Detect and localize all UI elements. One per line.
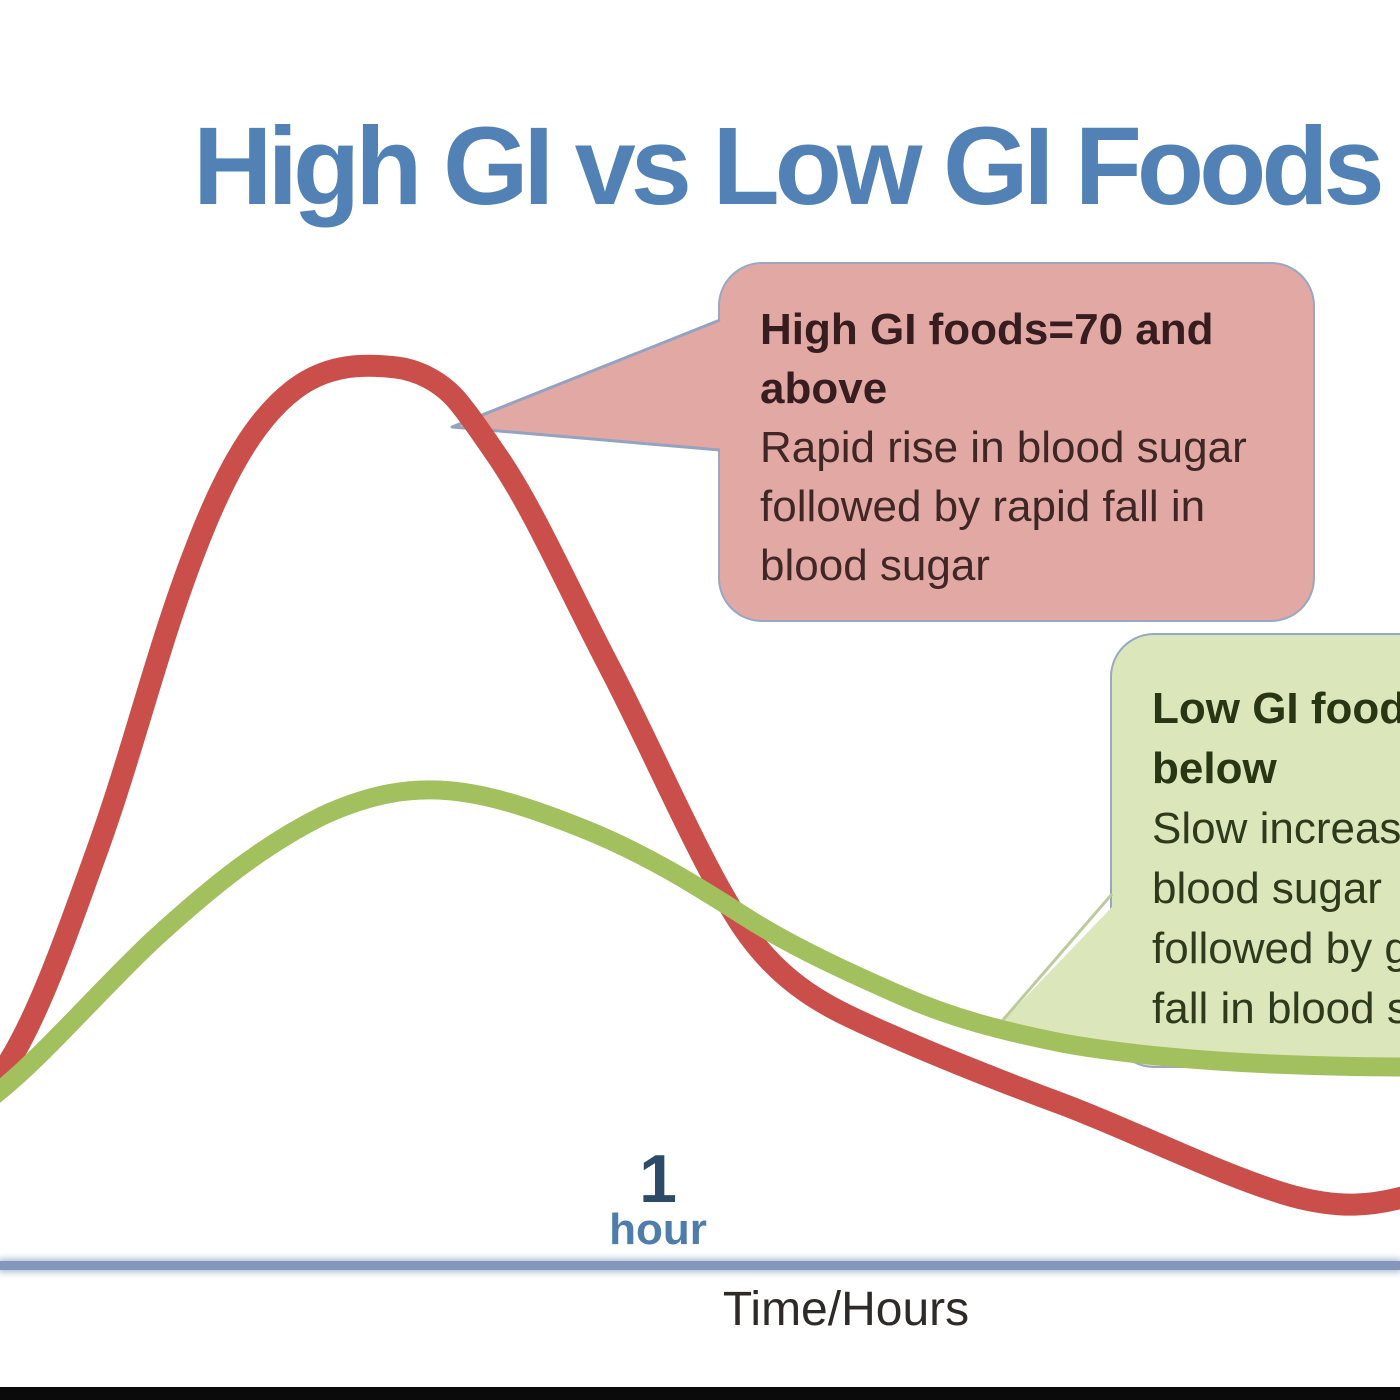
high-gi-heading-line2: above	[760, 364, 888, 413]
high-gi-body-line3: blood sugar	[760, 541, 990, 590]
x-axis-tick-unit: hour	[609, 1205, 707, 1254]
low-gi-heading-line2: below	[1152, 744, 1277, 793]
low-gi-heading-line1: Low GI foods	[1152, 684, 1400, 733]
high-gi-body-line2: followed by rapid fall in	[760, 482, 1206, 531]
x-axis-label: Time/Hours	[722, 1283, 970, 1336]
bottom-black-bar	[0, 1387, 1400, 1400]
high-gi-callout: High GI foods=70 and above Rapid rise in…	[718, 262, 1315, 622]
x-axis-line	[0, 1261, 1400, 1270]
low-gi-body-line1: Slow increase	[1152, 804, 1400, 853]
high-gi-callout-tail-outline	[450, 318, 721, 452]
low-gi-body-line3: followed by g	[1152, 924, 1400, 973]
low-gi-body-line4: fall in blood s	[1152, 984, 1400, 1033]
high-gi-callout-tail	[452, 312, 740, 452]
low-gi-callout-tail-outline	[994, 893, 1114, 1058]
high-gi-body-line1: Rapid rise in blood sugar	[760, 423, 1247, 472]
page-title: High GI vs Low GI Foods	[193, 105, 1385, 228]
high-gi-heading-line1: High GI foods=70 and	[760, 305, 1214, 354]
low-gi-body-line2: blood sugar	[1152, 864, 1382, 913]
low-gi-callout: Low GI foods below Slow increase blood s…	[1110, 633, 1400, 1068]
